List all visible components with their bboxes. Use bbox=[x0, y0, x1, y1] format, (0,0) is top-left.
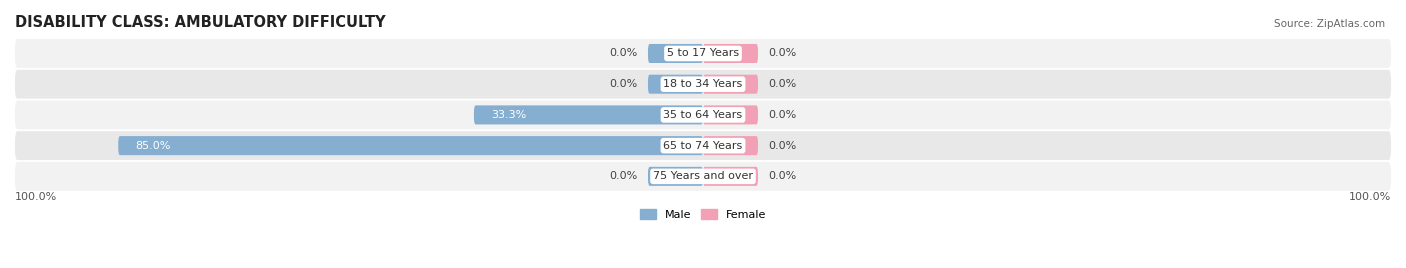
Text: DISABILITY CLASS: AMBULATORY DIFFICULTY: DISABILITY CLASS: AMBULATORY DIFFICULTY bbox=[15, 15, 385, 30]
Text: 0.0%: 0.0% bbox=[768, 141, 797, 151]
Text: 0.0%: 0.0% bbox=[768, 79, 797, 89]
FancyBboxPatch shape bbox=[15, 39, 1391, 68]
Text: 0.0%: 0.0% bbox=[768, 171, 797, 181]
FancyBboxPatch shape bbox=[15, 131, 1391, 160]
Legend: Male, Female: Male, Female bbox=[640, 209, 766, 220]
Text: 33.3%: 33.3% bbox=[491, 110, 526, 120]
Text: 0.0%: 0.0% bbox=[609, 49, 638, 58]
Text: 75 Years and over: 75 Years and over bbox=[652, 171, 754, 181]
Text: 0.0%: 0.0% bbox=[609, 171, 638, 181]
FancyBboxPatch shape bbox=[703, 167, 758, 186]
Text: Source: ZipAtlas.com: Source: ZipAtlas.com bbox=[1274, 19, 1385, 29]
Text: 0.0%: 0.0% bbox=[768, 49, 797, 58]
FancyBboxPatch shape bbox=[15, 70, 1391, 99]
Text: 100.0%: 100.0% bbox=[15, 192, 58, 202]
FancyBboxPatch shape bbox=[703, 44, 758, 63]
FancyBboxPatch shape bbox=[648, 75, 703, 94]
FancyBboxPatch shape bbox=[474, 105, 703, 124]
Text: 18 to 34 Years: 18 to 34 Years bbox=[664, 79, 742, 89]
Text: 5 to 17 Years: 5 to 17 Years bbox=[666, 49, 740, 58]
FancyBboxPatch shape bbox=[703, 75, 758, 94]
FancyBboxPatch shape bbox=[15, 162, 1391, 191]
Text: 100.0%: 100.0% bbox=[1348, 192, 1391, 202]
FancyBboxPatch shape bbox=[118, 136, 703, 155]
FancyBboxPatch shape bbox=[648, 167, 703, 186]
FancyBboxPatch shape bbox=[703, 136, 758, 155]
Text: 65 to 74 Years: 65 to 74 Years bbox=[664, 141, 742, 151]
Text: 0.0%: 0.0% bbox=[768, 110, 797, 120]
FancyBboxPatch shape bbox=[15, 100, 1391, 129]
FancyBboxPatch shape bbox=[703, 105, 758, 124]
Text: 0.0%: 0.0% bbox=[609, 79, 638, 89]
Text: 85.0%: 85.0% bbox=[135, 141, 170, 151]
Text: 35 to 64 Years: 35 to 64 Years bbox=[664, 110, 742, 120]
FancyBboxPatch shape bbox=[648, 44, 703, 63]
